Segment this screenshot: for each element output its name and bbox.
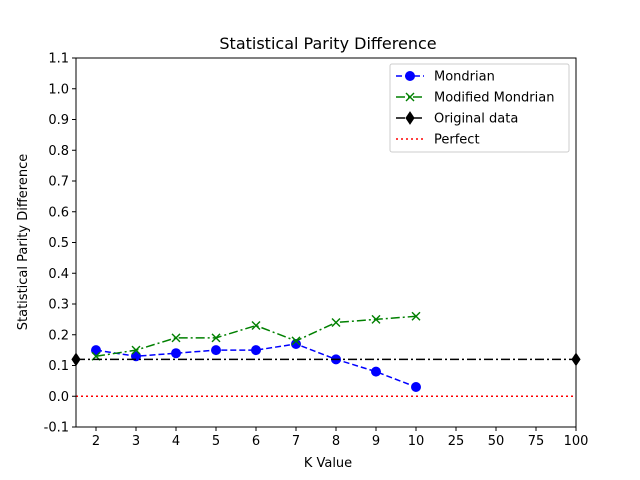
- y-tick-label-0.2: 0.2: [48, 328, 69, 343]
- x-tick-label-10: 10: [408, 434, 425, 449]
- axes: 2 3 4 5 6 7 8 9 10 25 50 75 100 -0.1 0.0 0.1 0.2 0.3 0.4 0.…: [44, 52, 589, 450]
- y-tick-label-0.1: 0.1: [48, 359, 69, 374]
- x-tick-label-75: 75: [528, 434, 545, 449]
- legend-marker-modified-mondrian-stroke-b: [405, 92, 415, 102]
- x-axis-label: K Value: [304, 456, 352, 471]
- y-tick-label-0.6: 0.6: [48, 205, 69, 220]
- legend-marker-modified-mondrian: [405, 92, 415, 102]
- point-modified-mondrian-10: [411, 311, 421, 321]
- y-tick-label-0.9: 0.9: [48, 113, 69, 128]
- point-modified-mondrian-3: [131, 345, 141, 355]
- x-tick-label-9: 9: [372, 434, 380, 449]
- point-modified-mondrian-8-stroke-b: [331, 317, 341, 327]
- x-tick-label-6: 6: [252, 434, 260, 449]
- x-tick-label-50: 50: [488, 434, 505, 449]
- x-tick-label-100: 100: [564, 434, 589, 449]
- legend-marker-mondrian: [405, 71, 415, 81]
- point-mondrian-7: [291, 338, 301, 349]
- x-tick-label-7: 7: [292, 434, 300, 449]
- y-tick-label--0.1: -0.1: [44, 421, 69, 436]
- legend: Mondrian Modified Mondrian Original data Pe…: [389, 63, 570, 153]
- legend-marker-original-data: [405, 111, 415, 125]
- x-tick-label-5: 5: [212, 434, 220, 449]
- point-modified-mondrian-5: [211, 333, 221, 343]
- point-modified-mondrian-4-stroke-b: [171, 333, 181, 343]
- point-mondrian-5: [211, 345, 221, 356]
- point-modified-mondrian-8: [331, 317, 341, 327]
- plot-inner: [76, 311, 576, 397]
- series-line-mondrian: [95, 343, 417, 388]
- point-modified-mondrian-10-stroke-b: [411, 311, 421, 321]
- point-mondrian-10: [411, 382, 421, 393]
- legend-label-perfect: Perfect: [434, 133, 480, 148]
- chart-title: Statistical Parity Difference: [219, 34, 436, 53]
- x-tick-label-3: 3: [132, 434, 140, 449]
- x-tick-label-4: 4: [172, 434, 180, 449]
- point-modified-mondrian-9-stroke-b: [371, 314, 381, 324]
- point-modified-mondrian-7-stroke-b: [291, 336, 301, 346]
- point-mondrian-2: [91, 345, 101, 356]
- point-mondrian-9: [371, 366, 381, 377]
- point-modified-mondrian-6: [251, 321, 261, 331]
- y-tick-label-0.4: 0.4: [48, 267, 69, 282]
- y-tick-label-0.8: 0.8: [48, 144, 69, 159]
- legend-box: [389, 63, 570, 153]
- point-modified-mondrian-6-stroke-b: [251, 321, 261, 331]
- point-mondrian-4: [171, 348, 181, 359]
- series-line-modified-mondrian: [95, 315, 417, 358]
- legend-label-mondrian: Mondrian: [434, 70, 495, 85]
- point-modified-mondrian-4: [171, 333, 181, 343]
- y-axis-label: Statistical Parity Difference: [16, 154, 31, 330]
- point-mondrian-3: [131, 351, 141, 362]
- x-tick-label-25: 25: [448, 434, 465, 449]
- y-tick-label-1.1: 1.1: [48, 52, 69, 67]
- y-tick-label-1.0: 1.0: [48, 82, 69, 97]
- x-tick-label-2: 2: [92, 434, 100, 449]
- y-tick-label-0.5: 0.5: [48, 236, 69, 251]
- x-tick-label-8: 8: [332, 434, 340, 449]
- point-modified-mondrian-3-stroke-b: [131, 345, 141, 355]
- legend-label-original-data: Original data: [434, 112, 518, 127]
- plot-area: [71, 311, 581, 397]
- point-modified-mondrian-5-stroke-b: [211, 333, 221, 343]
- y-tick-label-0.0: 0.0: [48, 390, 69, 405]
- point-mondrian-6: [251, 345, 261, 356]
- point-modified-mondrian-9: [371, 314, 381, 324]
- point-modified-mondrian-7: [291, 336, 301, 346]
- y-tick-label-0.7: 0.7: [48, 175, 69, 190]
- legend-label-modified-mondrian: Modified Mondrian: [434, 91, 554, 106]
- y-tick-label-0.3: 0.3: [48, 298, 69, 313]
